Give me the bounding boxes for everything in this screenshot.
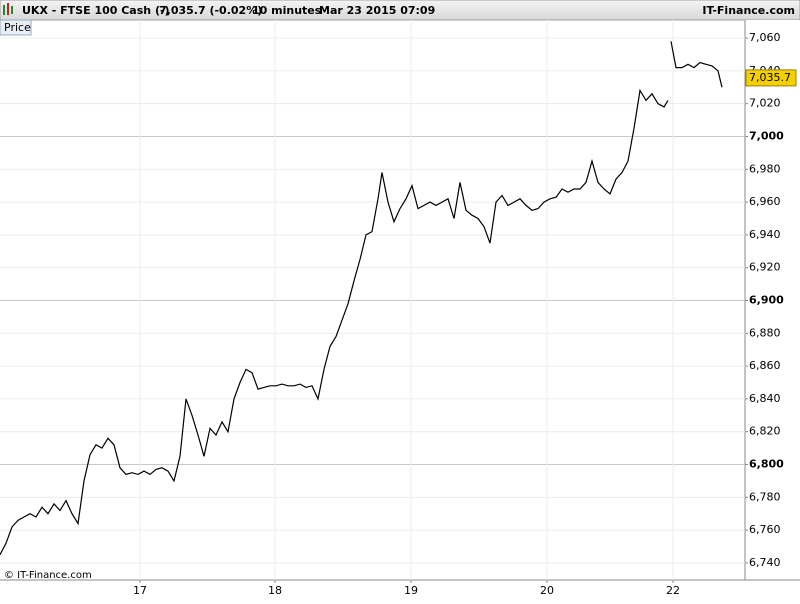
y-tick-label: 6,900: [749, 293, 784, 306]
y-tick-label: 6,780: [749, 490, 781, 503]
panel-tab: [0, 19, 32, 36]
y-tick-label: 6,880: [749, 326, 781, 339]
y-tick-label: 6,920: [749, 261, 781, 274]
x-tick-label: 22: [666, 584, 680, 597]
x-tick-label: 19: [404, 584, 418, 597]
x-tick-label: 18: [268, 584, 282, 597]
y-axis-area: [745, 20, 800, 580]
y-tick-label: 7,000: [749, 129, 784, 142]
interval: 10 minutes: [252, 4, 322, 17]
brand: IT-Finance.com: [702, 4, 795, 17]
datetime: Mar 23 2015 07:09: [319, 4, 435, 17]
y-tick-label: 6,820: [749, 425, 781, 438]
y-tick-label: 6,980: [749, 162, 781, 175]
quote: 7,035.7 (-0.02%): [159, 4, 262, 17]
y-tick-label: 6,740: [749, 556, 781, 569]
last-price-box: [745, 69, 797, 87]
x-tick-label: 20: [540, 584, 554, 597]
price-line: [0, 41, 723, 555]
panel-label: Price: [4, 21, 31, 34]
y-tick-label: 6,840: [749, 392, 781, 405]
y-tick-label: 6,940: [749, 228, 781, 241]
y-tick-label: 6,960: [749, 195, 781, 208]
header-bar: [0, 0, 800, 21]
symbol: UKX - FTSE 100 Cash (-): [22, 4, 170, 17]
last-price-label: 7,035.7: [749, 71, 791, 84]
y-tick-label: 6,760: [749, 523, 781, 536]
y-tick-label: 7,020: [749, 97, 781, 110]
y-tick-label: 7,060: [749, 31, 781, 44]
x-tick-label: 17: [133, 584, 147, 597]
copyright: © IT-Finance.com: [4, 570, 92, 581]
y-tick-label: 6,800: [749, 458, 784, 471]
y-tick-label: 6,860: [749, 359, 781, 372]
chart-icon: [3, 3, 13, 15]
